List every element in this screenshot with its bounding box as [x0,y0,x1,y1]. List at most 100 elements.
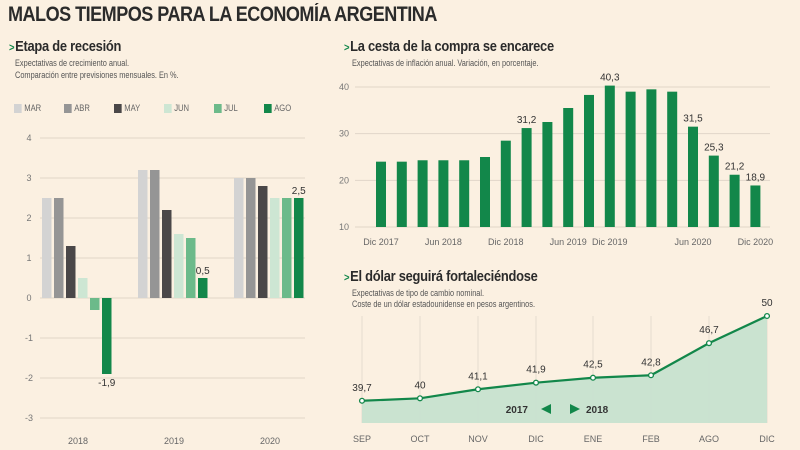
bar-ago-2019 [198,278,208,298]
arrow-right-icon [570,404,580,414]
inflation-bar [625,91,636,228]
x-tick-label: Dic 2020 [738,237,774,247]
legend-swatch [114,103,122,113]
bar-may-2018 [66,246,76,298]
arrow-left-icon [541,404,551,414]
bar-jun-2019 [174,234,184,298]
y-tick-label: -2 [25,373,33,383]
y-tick-label: 3 [26,173,31,183]
inflation-subtitle: Expectativas de inflación anual. Variaci… [352,58,539,68]
data-label: 50 [761,298,773,309]
inflation-bar [438,160,449,227]
page-title: MALOS TIEMPOS PARA LA ECONOMÍA ARGENTINA [8,3,437,26]
inflation-bar [646,89,657,227]
x-tick-label: ENE [584,434,603,444]
recession-title-text: Etapa de recesión [15,38,122,55]
x-tick-label: DIC [759,434,775,444]
y-tick-label: -3 [25,413,33,423]
dollar-subtitle-2: Coste de un dólar estadounidense en peso… [352,299,536,309]
legend-label: MAY [124,103,141,113]
dollar-point [705,340,713,347]
bar-jul-2020 [282,198,292,298]
legend-swatch [264,103,272,113]
bar-jun-2020 [270,198,280,298]
bar-may-2019 [162,210,172,298]
year-label-right: 2018 [586,405,609,416]
bar-ago-2018 [102,298,112,374]
inflation-bar [480,157,490,227]
x-tick-label: SEP [353,434,371,444]
data-label: -1,9 [98,378,116,389]
inflation-title: >La cesta de la compra se encarece [344,38,554,55]
data-label: 0,5 [196,266,210,277]
data-label: 42,5 [583,360,603,371]
y-tick-label: 2 [26,213,31,223]
legend-item: ABR [64,103,107,113]
legend-label: AGO [274,103,292,113]
inflation-bar [584,94,594,227]
x-tick-label: FEB [642,434,660,444]
data-label: 40,3 [600,73,620,84]
dollar-point [474,386,482,393]
legend-label: ABR [74,103,90,113]
dollar-point [416,395,424,402]
year-label-left: 2017 [506,405,529,416]
dollar-line [361,315,768,402]
bar-mar-2019 [138,170,148,298]
legend-swatch [214,103,222,113]
x-tick-label: 2019 [164,436,184,446]
data-label: 39,7 [352,383,372,394]
chevron-right-icon: > [344,42,350,54]
x-tick-label: Jun 2018 [425,237,462,247]
x-tick-label: Dic 2019 [592,237,628,247]
x-tick-label: Dic 2018 [488,237,524,247]
legend-swatch [64,103,72,113]
inflation-bar [688,126,698,227]
recession-title: >Etapa de recesión [9,38,121,55]
dollar-title-text: El dólar seguirá fortaleciéndose [350,268,538,285]
legend-label: JUL [224,103,238,113]
bar-mar-2018 [42,198,52,298]
bar-may-2020 [258,186,268,298]
bar-abr-2019 [150,170,160,298]
x-tick-label: DIC [528,434,544,444]
data-label: 40 [414,380,426,391]
bar-jul-2019 [186,238,196,298]
legend-item: MAR [14,103,57,113]
legend-swatch [14,103,22,113]
data-label: 41,1 [468,371,488,382]
data-label: 31,2 [517,115,537,126]
recession-subtitle-1: Expectativas de crecimiento anual. [15,58,130,68]
data-label: 18,9 [746,172,766,183]
y-tick-label: -1 [25,333,33,343]
data-label: 41,9 [526,365,546,376]
bar-jul-2018 [90,298,100,310]
y-tick-label: 0 [26,293,31,303]
legend-item: AGO [264,103,307,113]
x-tick-label: Dic 2017 [363,237,399,247]
dollar-subtitle-1: Expectativas de tipo de cambio nominal. [352,288,485,298]
inflation-bar [667,91,678,228]
data-label: 31,5 [683,114,703,125]
inflation-bar [750,185,761,227]
x-tick-label: Jun 2019 [550,237,587,247]
y-tick-label: 30 [339,129,349,139]
data-label: 2,5 [292,186,306,197]
inflation-bar [396,161,407,227]
legend-item: MAY [114,103,157,113]
x-tick-label: 2020 [260,436,280,446]
inflation-bar [563,108,574,227]
bar-mar-2020 [234,178,244,298]
inflation-bar [708,155,719,227]
dollar-title: >El dólar seguirá fortaleciéndose [344,268,538,285]
inflation-bar [459,160,470,227]
dollar-point [589,374,597,381]
inflation-bar [417,160,428,227]
inflation-bar [729,174,740,227]
y-tick-label: 10 [339,222,349,232]
y-tick-label: 1 [26,253,31,263]
inflation-bar [500,140,511,227]
bar-abr-2018 [54,198,64,298]
bar-abr-2020 [246,178,256,298]
